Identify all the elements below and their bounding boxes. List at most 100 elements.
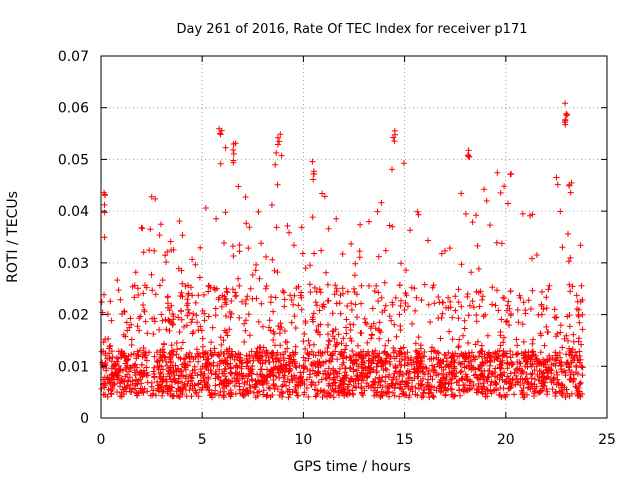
data-point bbox=[358, 353, 365, 360]
data-point bbox=[570, 378, 577, 385]
data-point bbox=[501, 183, 508, 190]
data-point bbox=[340, 335, 347, 342]
data-point bbox=[223, 313, 229, 319]
data-point bbox=[288, 319, 295, 326]
data-point bbox=[551, 306, 558, 313]
data-point bbox=[185, 306, 191, 313]
data-point bbox=[529, 211, 536, 218]
data-point bbox=[279, 368, 286, 375]
data-point bbox=[503, 378, 509, 385]
data-point bbox=[272, 161, 279, 168]
data-point bbox=[566, 376, 573, 383]
data-point bbox=[533, 363, 540, 370]
data-point bbox=[188, 353, 195, 360]
data-point bbox=[164, 248, 171, 255]
data-point bbox=[197, 244, 204, 251]
data-point bbox=[344, 303, 351, 309]
data-point bbox=[205, 288, 212, 295]
data-point bbox=[478, 342, 485, 349]
data-point bbox=[476, 353, 482, 360]
data-point bbox=[529, 340, 536, 347]
data-point bbox=[229, 353, 236, 360]
data-point bbox=[412, 384, 419, 391]
data-point bbox=[519, 210, 526, 217]
data-point bbox=[507, 348, 514, 355]
data-point bbox=[443, 371, 450, 378]
data-point bbox=[285, 394, 292, 401]
data-point bbox=[189, 367, 196, 374]
data-point bbox=[337, 310, 344, 317]
data-point bbox=[282, 338, 289, 345]
data-point bbox=[578, 341, 585, 348]
data-point bbox=[514, 342, 521, 349]
data-point bbox=[440, 299, 446, 306]
data-point bbox=[123, 364, 130, 371]
data-point bbox=[253, 380, 260, 387]
data-point bbox=[497, 364, 503, 371]
data-point bbox=[248, 370, 255, 377]
data-point bbox=[231, 375, 238, 381]
data-point bbox=[162, 354, 169, 361]
data-point bbox=[462, 354, 469, 361]
data-point bbox=[151, 318, 158, 325]
data-point bbox=[330, 376, 337, 383]
data-point bbox=[143, 357, 150, 364]
data-point bbox=[167, 356, 174, 363]
data-point bbox=[143, 369, 150, 376]
data-point bbox=[152, 392, 159, 399]
data-point bbox=[154, 385, 161, 392]
data-point bbox=[551, 360, 557, 367]
data-point bbox=[356, 372, 363, 379]
data-point bbox=[291, 242, 297, 249]
data-point bbox=[563, 110, 570, 117]
data-point bbox=[139, 389, 145, 396]
data-point bbox=[541, 342, 548, 349]
data-point bbox=[186, 358, 193, 365]
data-point bbox=[417, 345, 424, 352]
data-point bbox=[165, 317, 172, 324]
data-point bbox=[255, 318, 262, 325]
data-point bbox=[226, 326, 233, 333]
data-point bbox=[134, 348, 141, 355]
data-point bbox=[175, 354, 182, 361]
data-point bbox=[473, 288, 480, 295]
data-point bbox=[315, 360, 322, 367]
data-point bbox=[563, 386, 570, 393]
data-point bbox=[123, 319, 130, 326]
data-point bbox=[466, 352, 473, 359]
data-point bbox=[131, 294, 138, 301]
y-tick-label: 0.05 bbox=[58, 152, 89, 168]
data-point bbox=[206, 282, 212, 289]
data-point bbox=[101, 189, 107, 196]
data-point bbox=[466, 362, 473, 369]
data-point bbox=[366, 352, 373, 359]
y-tick-label: 0.03 bbox=[58, 256, 89, 272]
data-point bbox=[290, 301, 297, 308]
data-point bbox=[115, 369, 122, 376]
data-point bbox=[396, 384, 403, 391]
data-point bbox=[182, 383, 189, 389]
data-point bbox=[192, 387, 199, 394]
data-point bbox=[311, 284, 318, 291]
data-point bbox=[433, 372, 440, 379]
data-point bbox=[301, 391, 307, 398]
data-point bbox=[120, 386, 127, 393]
data-point bbox=[409, 383, 415, 390]
data-point bbox=[205, 374, 212, 381]
data-point bbox=[240, 372, 247, 379]
data-point bbox=[403, 267, 409, 274]
data-point bbox=[574, 391, 581, 398]
data-point bbox=[263, 283, 270, 289]
data-point bbox=[362, 319, 369, 326]
data-point bbox=[469, 219, 476, 226]
data-point bbox=[212, 382, 219, 389]
data-point bbox=[519, 391, 526, 398]
data-point bbox=[266, 385, 273, 392]
data-point bbox=[233, 292, 240, 299]
data-point bbox=[446, 328, 453, 335]
data-point bbox=[386, 371, 393, 378]
data-point bbox=[115, 355, 122, 362]
data-point bbox=[238, 363, 245, 370]
data-point bbox=[218, 303, 225, 310]
data-point bbox=[321, 387, 328, 394]
